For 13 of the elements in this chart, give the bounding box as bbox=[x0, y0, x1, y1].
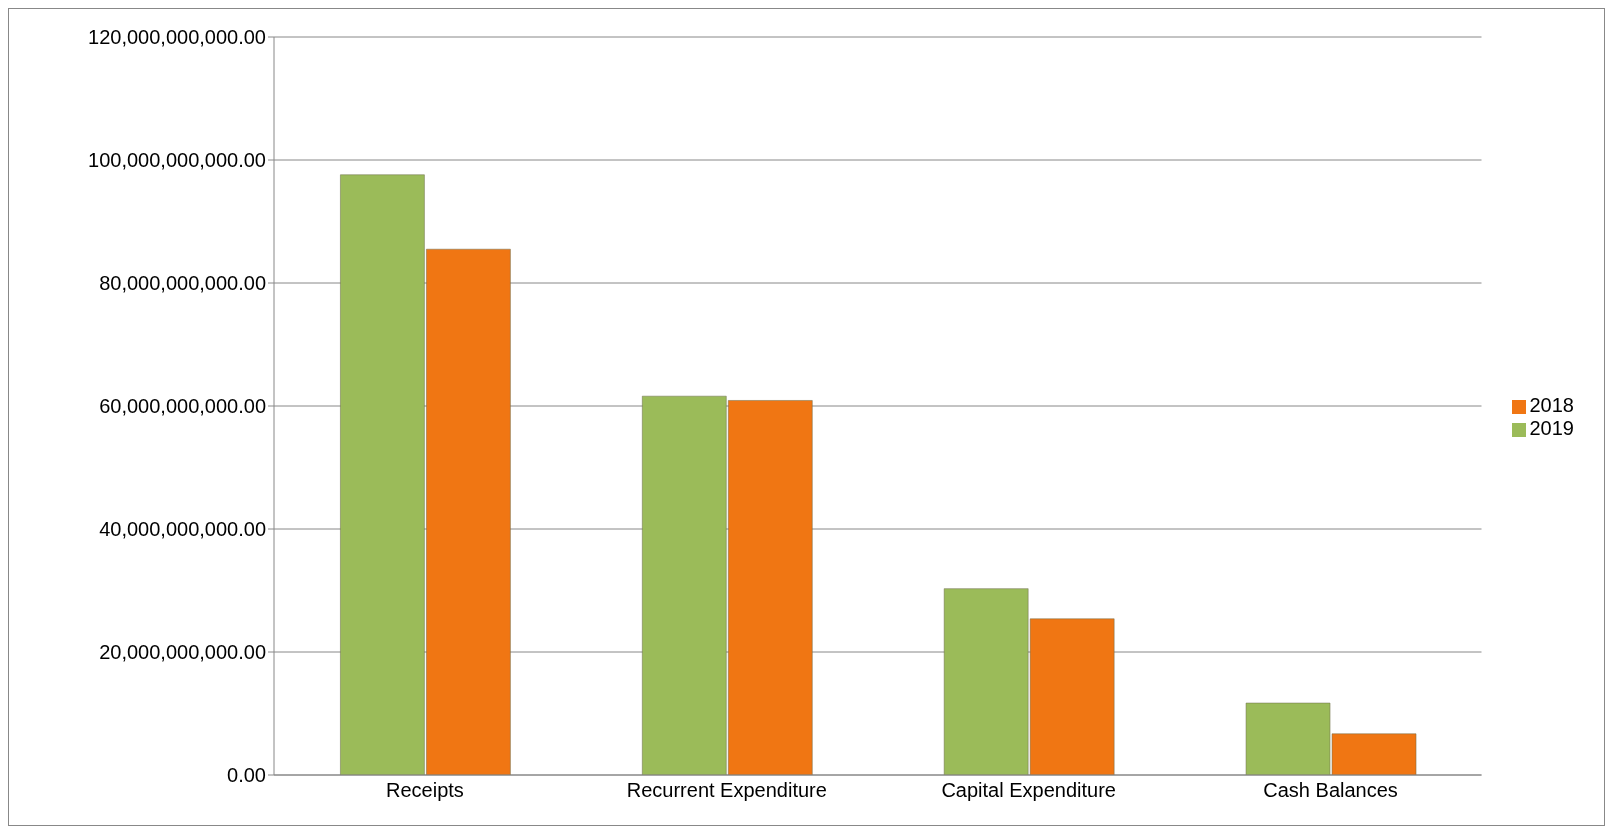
y-tick-label: 40,000,000,000.00 bbox=[99, 518, 266, 541]
x-tick-label: Capital Expenditure bbox=[941, 779, 1116, 802]
y-tick-label: 80,000,000,000.00 bbox=[99, 272, 266, 295]
y-tick-label: 60,000,000,000.00 bbox=[99, 395, 266, 418]
x-tick-label: Receipts bbox=[386, 779, 464, 802]
legend-label: 2018 bbox=[1529, 394, 1574, 416]
y-tick-label: 100,000,000,000.00 bbox=[88, 149, 266, 172]
y-tick-label: 120,000,000,000.00 bbox=[88, 26, 266, 49]
legend-label: 2019 bbox=[1529, 417, 1574, 439]
y-tick-label: 0.00 bbox=[227, 764, 266, 787]
x-tick-label: Recurrent Expenditure bbox=[626, 779, 827, 802]
x-tick-label: Cash Balances bbox=[1263, 779, 1398, 802]
y-tick-label: 20,000,000,000.00 bbox=[99, 641, 266, 664]
